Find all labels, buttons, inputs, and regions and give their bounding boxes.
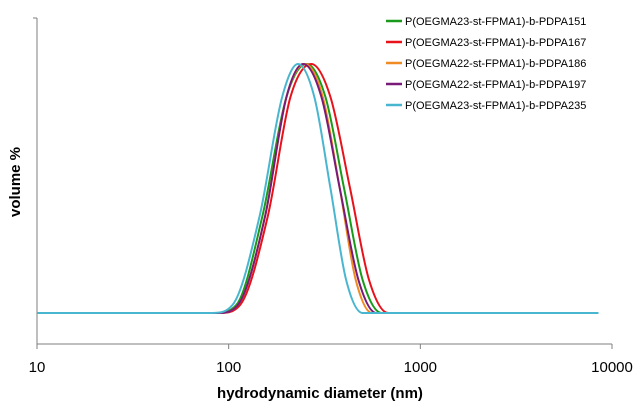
legend: P(OEGMA23-st-FPMA1)-b-PDPA151 P(OEGMA23-s… [386, 16, 586, 112]
legend-label-4: P(OEGMA22-st-FPMA1)-b-PDPA197 [405, 79, 586, 91]
series-lines [37, 63, 599, 315]
legend-label-5: P(OEGMA23-st-FPMA1)-b-PDPA235 [405, 100, 586, 112]
x-tick-label-3: 10000 [591, 359, 633, 376]
x-tick-labels: 10 100 1000 10000 [29, 359, 633, 376]
series-line-5 [37, 63, 599, 315]
legend-label-3: P(OEGMA22-st-FPMA1)-b-PDPA186 [405, 58, 586, 70]
x-ticks [36, 344, 613, 349]
legend-label-1: P(OEGMA23-st-FPMA1)-b-PDPA151 [405, 16, 586, 28]
axes [33, 17, 612, 345]
x-tick-label-0: 10 [29, 359, 46, 376]
x-tick-label-2: 1000 [404, 359, 437, 376]
x-tick-label-1: 100 [216, 359, 241, 376]
y-axis-title: volume % [7, 147, 24, 217]
x-axis-title: hydrodynamic diameter (nm) [217, 385, 423, 402]
legend-label-2: P(OEGMA23-st-FPMA1)-b-PDPA167 [405, 37, 586, 49]
